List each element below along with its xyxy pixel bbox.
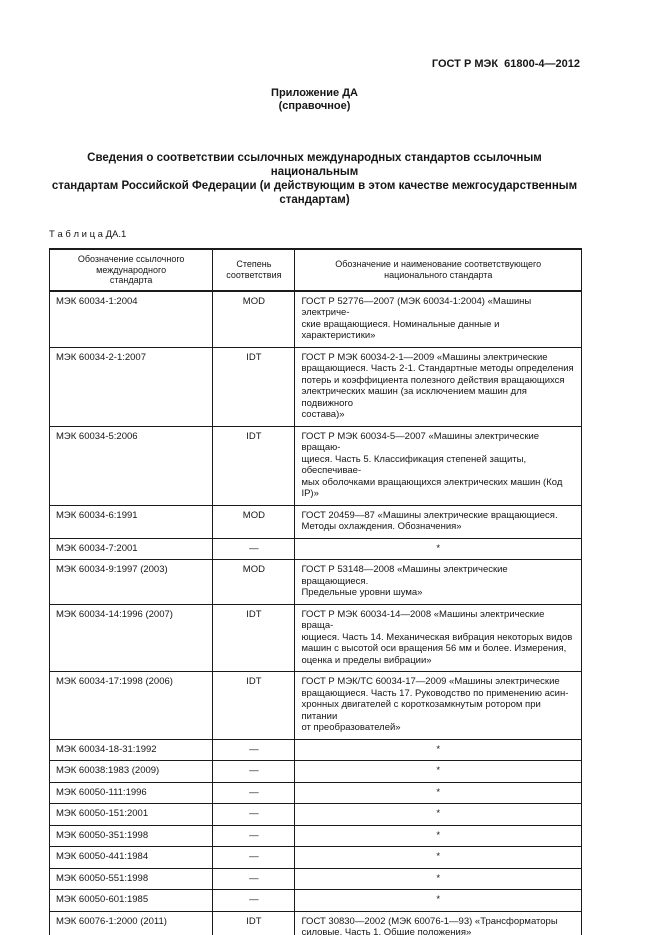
national-standard-cell: ГОСТ Р МЭК 60034-5—2007 «Машины электрич… <box>294 425 582 506</box>
degree-cell: — <box>212 803 296 826</box>
table-row: МЭК 60050-441:1984— * <box>48 846 582 869</box>
national-standard-cell: * <box>294 738 582 761</box>
intl-standard-cell: МЭК 60050-111:1996 <box>48 781 214 804</box>
column-header-degree: Степень соответствия <box>212 248 296 292</box>
document-code: ГОСТ Р МЭК 61800-4—2012 <box>431 58 580 70</box>
table-row: МЭК 60034-17:1998 (2006) IDT ГОСТ Р МЭК/ТС… <box>48 671 582 740</box>
degree-cell: — <box>212 824 296 847</box>
degree-cell: — <box>212 781 296 804</box>
table-row: МЭК 60038:1983 (2009) — * <box>48 760 582 783</box>
table-row: МЭК 60034-9:1997 (2003) MOD ГОСТ Р 53148—2… <box>48 559 582 605</box>
national-standard-cell: * <box>294 803 582 826</box>
degree-cell: IDT <box>212 346 296 427</box>
degree-cell: — <box>212 738 296 761</box>
national-standard-cell: * <box>294 781 582 804</box>
table-row: МЭК 60050-351:1998— * <box>48 824 582 847</box>
intl-standard-cell: МЭК 60034-1:2004 <box>48 290 214 348</box>
national-standard-cell: * <box>294 846 582 869</box>
national-standard-cell: * <box>294 867 582 890</box>
degree-cell: — <box>212 889 296 912</box>
intl-standard-cell: МЭК 60034-2-1:2007 <box>48 346 214 427</box>
degree-cell: MOD <box>212 504 296 539</box>
intl-standard-cell: МЭК 60034-17:1998 (2006) <box>48 671 214 740</box>
intl-standard-cell: МЭК 60034-9:1997 (2003) <box>48 559 214 605</box>
table-row: МЭК 60034-5:2006 IDT ГОСТ Р МЭК 60034-5—20… <box>48 425 582 506</box>
table-row: МЭК 60034-18-31:1992— * <box>48 738 582 761</box>
table-row: МЭК 60034-6:1991 MOD ГОСТ 20459—87 «Машины… <box>48 504 582 539</box>
content-column: ГОСТ Р МЭК 61800-4—2012 Приложение ДА (с… <box>48 0 582 935</box>
intl-standard-cell: МЭК 60050-441:1984 <box>48 846 214 869</box>
intl-standard-cell: МЭК 60034-18-31:1992 <box>48 738 214 761</box>
intl-standard-cell: МЭК 60034-7:2001 <box>48 537 214 560</box>
table-row: МЭК 60034-2-1:2007 IDT ГОСТ Р МЭК 60034-2-… <box>48 346 582 427</box>
national-standard-cell: ГОСТ Р 52776—2007 (МЭК 60034-1:2004) «Ма… <box>294 290 582 348</box>
table-row: МЭК 60034-1:2004 MOD ГОСТ Р 52776—2007 (МЭ… <box>48 290 582 348</box>
table-row: МЭК 60050-111:1996— * <box>48 781 582 804</box>
table-row: МЭК 60050-601:1985— * <box>48 889 582 912</box>
national-standard-cell: * <box>294 889 582 912</box>
table-row: МЭК 60050-151:2001— * <box>48 803 582 826</box>
intl-standard-cell: МЭК 60050-551:1998 <box>48 867 214 890</box>
table-row: МЭК 60034-7:2001— * <box>48 537 582 560</box>
table-body: МЭК 60034-1:2004 MOD ГОСТ Р 52776—2007 (МЭ… <box>48 290 582 935</box>
table-header-row: Обозначение ссылочного международного ст… <box>48 248 582 292</box>
intl-standard-cell: МЭК 60050-351:1998 <box>48 824 214 847</box>
national-standard-cell: ГОСТ 20459—87 «Машины электрические вращ… <box>294 504 582 539</box>
appendix-subtitle: (справочное) <box>278 100 351 112</box>
intl-standard-cell: МЭК 60034-6:1991 <box>48 504 214 539</box>
degree-cell: MOD <box>212 290 296 348</box>
intl-standard-cell: МЭК 60038:1983 (2009) <box>48 760 214 783</box>
column-header-intl-standard: Обозначение ссылочного международного ст… <box>48 248 214 292</box>
degree-cell: — <box>212 537 296 560</box>
degree-cell: IDT <box>212 425 296 506</box>
national-standard-cell: * <box>294 760 582 783</box>
national-standard-cell: * <box>294 824 582 847</box>
section-title: Сведения о соответствии ссылочных междун… <box>51 152 578 206</box>
degree-cell: IDT <box>212 671 296 740</box>
correspondence-table: Обозначение ссылочного международного ст… <box>48 248 582 935</box>
degree-cell: — <box>212 846 296 869</box>
intl-standard-cell: МЭК 60050-601:1985 <box>48 889 214 912</box>
intl-standard-cell: МЭК 60034-5:2006 <box>48 425 214 506</box>
national-standard-cell: ГОСТ Р МЭК 60034-14—2008 «Машины электри… <box>294 603 582 672</box>
table-row: МЭК 60076-1:2000 (2011) IDT ГОСТ 30830—200… <box>48 910 582 935</box>
table-row: МЭК 60034-14:1996 (2007) IDT ГОСТ Р МЭК 60… <box>48 603 582 672</box>
intl-standard-cell: МЭК 60076-1:2000 (2011) <box>48 910 214 935</box>
table-row: МЭК 60050-551:1998— * <box>48 867 582 890</box>
degree-cell: — <box>212 760 296 783</box>
intl-standard-cell: МЭК 60034-14:1996 (2007) <box>48 603 214 672</box>
intl-standard-cell: МЭК 60050-151:2001 <box>48 803 214 826</box>
appendix-title: Приложение ДА <box>271 87 358 99</box>
degree-cell: — <box>212 867 296 890</box>
degree-cell: IDT <box>212 910 296 935</box>
national-standard-cell: ГОСТ 30830—2002 (МЭК 60076-1—93) «Трансф… <box>294 910 582 935</box>
degree-cell: MOD <box>212 559 296 605</box>
national-standard-cell: ГОСТ Р 53148—2008 «Машины электрические … <box>294 559 582 605</box>
degree-cell: IDT <box>212 603 296 672</box>
national-standard-cell: ГОСТ Р МЭК/ТС 60034-17—2009 «Машины элек… <box>294 671 582 740</box>
table-label: Т а б л и ц а ДА.1 <box>49 229 127 240</box>
national-standard-cell: * <box>294 537 582 560</box>
column-header-national-standard: Обозначение и наименование соответствующ… <box>294 248 582 292</box>
national-standard-cell: ГОСТ Р МЭК 60034-2-1—2009 «Машины электр… <box>294 346 582 427</box>
